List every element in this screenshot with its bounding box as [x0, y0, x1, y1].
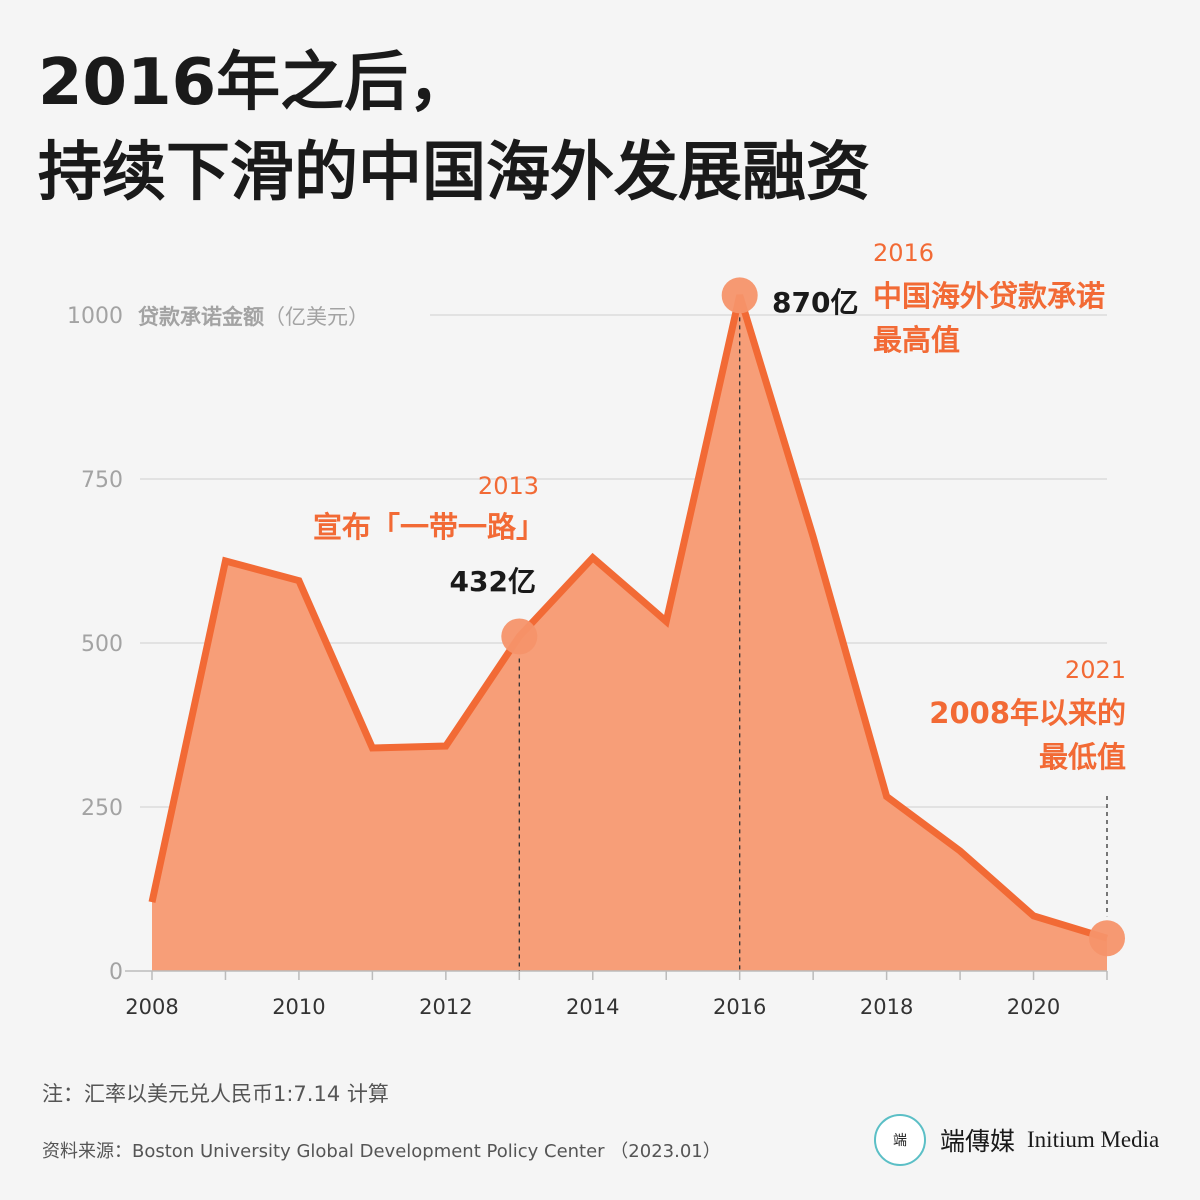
highlight-marker-2021 — [1089, 920, 1125, 957]
logo-mark: 端 — [874, 1114, 926, 1166]
x-tick-label-2016: 2016 — [713, 995, 766, 1019]
y-tick-label-750: 750 — [81, 468, 123, 493]
y-tick-label-1000: 1000 — [67, 304, 123, 329]
y-tick-label-0: 0 — [109, 960, 123, 985]
annotation-2016-headline-2: 最高值 — [873, 323, 961, 357]
title-line-1: 2016年之后， — [38, 46, 473, 120]
annotation-2021-year: 2021 — [1064, 656, 1126, 684]
x-tick-label-2014: 2014 — [566, 995, 619, 1019]
annotation-2016-value: 870亿 — [772, 286, 859, 319]
x-tick-label-2018: 2018 — [860, 995, 913, 1019]
title-line-2: 持续下滑的中国海外发展融资 — [38, 136, 870, 210]
x-tick-label-2020: 2020 — [1007, 995, 1060, 1019]
highlight-marker-2013 — [501, 618, 538, 655]
y-axis-title: 贷款承诺金额（亿美元） — [138, 301, 369, 331]
source-note: 资料来源：Boston University Global Developmen… — [42, 1141, 721, 1162]
footnote: 注：汇率以美元兑人民币1:7.14 计算 — [42, 1082, 389, 1106]
y-axis-title-text: 贷款承诺金额 — [138, 305, 264, 329]
logo-chinese: 端傳媒 — [940, 1127, 1016, 1156]
y-axis-unit: （亿美元） — [264, 305, 369, 329]
series-line — [148, 294, 1109, 942]
area-fill — [152, 295, 1107, 971]
initium-logo: 端 端傳媒 Initium Media — [874, 1114, 1159, 1166]
annotation-2016-year: 2016 — [873, 239, 935, 267]
annotation-2021-headline-2: 最低值 — [1038, 740, 1126, 774]
y-tick-label-250: 250 — [81, 796, 123, 821]
highlight-marker-2016 — [721, 277, 758, 314]
chart-title: 2016年之后， 持续下滑的中国海外发展融资 — [38, 38, 870, 218]
annotation-2021-headline-1: 2008年以来的 — [929, 696, 1126, 730]
annotation-2013-value: 432亿 — [449, 565, 536, 598]
x-tick-label-2008: 2008 — [125, 995, 178, 1019]
logo-english: Initium Media — [1027, 1127, 1160, 1152]
annotation-2013-year: 2013 — [477, 472, 539, 500]
x-tick-label-2012: 2012 — [419, 995, 472, 1019]
annotation-2016-headline-1: 中国海外贷款承诺 — [873, 279, 1106, 313]
annotation-2013-headline: 宣布「一带一路」 — [312, 510, 545, 544]
y-tick-label-500: 500 — [81, 632, 123, 657]
x-tick-label-2010: 2010 — [272, 995, 325, 1019]
